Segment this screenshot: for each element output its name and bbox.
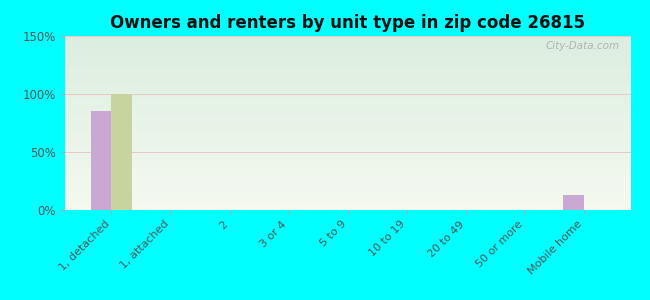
Bar — [91, 111, 111, 210]
Bar — [111, 94, 132, 210]
Text: City-Data.com: City-Data.com — [545, 41, 619, 51]
Title: Owners and renters by unit type in zip code 26815: Owners and renters by unit type in zip c… — [111, 14, 585, 32]
Bar — [564, 195, 584, 210]
